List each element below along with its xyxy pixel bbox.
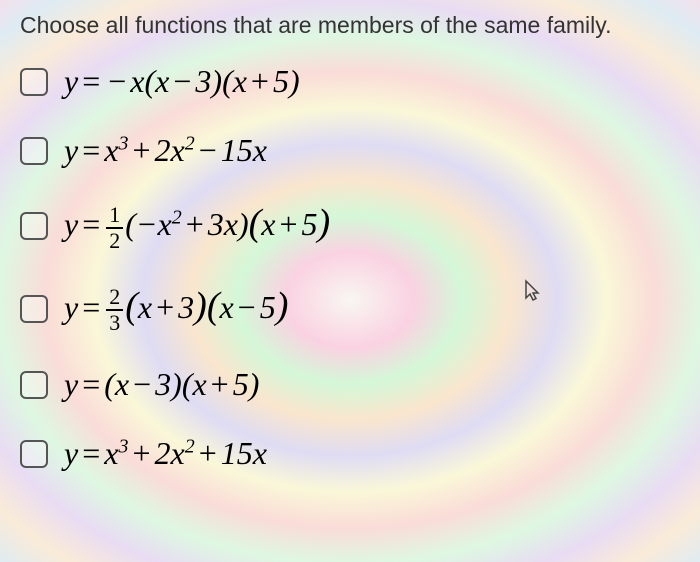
checkbox-2[interactable] — [20, 137, 48, 165]
checkbox-6[interactable] — [20, 440, 48, 468]
content-wrapper: Choose all functions that are members of… — [0, 0, 700, 562]
option-6: y=x3+2x2+15x — [20, 435, 680, 472]
option-3: y=12(−x2+3x)(x+5) — [20, 201, 680, 252]
checkbox-4[interactable] — [20, 295, 48, 323]
option-1: y=−x(x−3)(x+5) — [20, 63, 680, 100]
checkbox-3[interactable] — [20, 212, 48, 240]
checkbox-5[interactable] — [20, 371, 48, 399]
option-2: y=x3+2x2−15x — [20, 132, 680, 169]
option-4: y=23(x+3)(x−5) — [20, 284, 680, 335]
checkbox-1[interactable] — [20, 68, 48, 96]
option-5: y=(x−3)(x+5) — [20, 366, 680, 403]
equation-6: y=x3+2x2+15x — [64, 435, 267, 472]
equation-1: y=−x(x−3)(x+5) — [64, 63, 300, 100]
equation-5: y=(x−3)(x+5) — [64, 366, 259, 403]
equation-2: y=x3+2x2−15x — [64, 132, 267, 169]
question-prompt: Choose all functions that are members of… — [20, 12, 680, 39]
equation-3: y=12(−x2+3x)(x+5) — [64, 201, 330, 252]
equation-4: y=23(x+3)(x−5) — [64, 284, 288, 335]
